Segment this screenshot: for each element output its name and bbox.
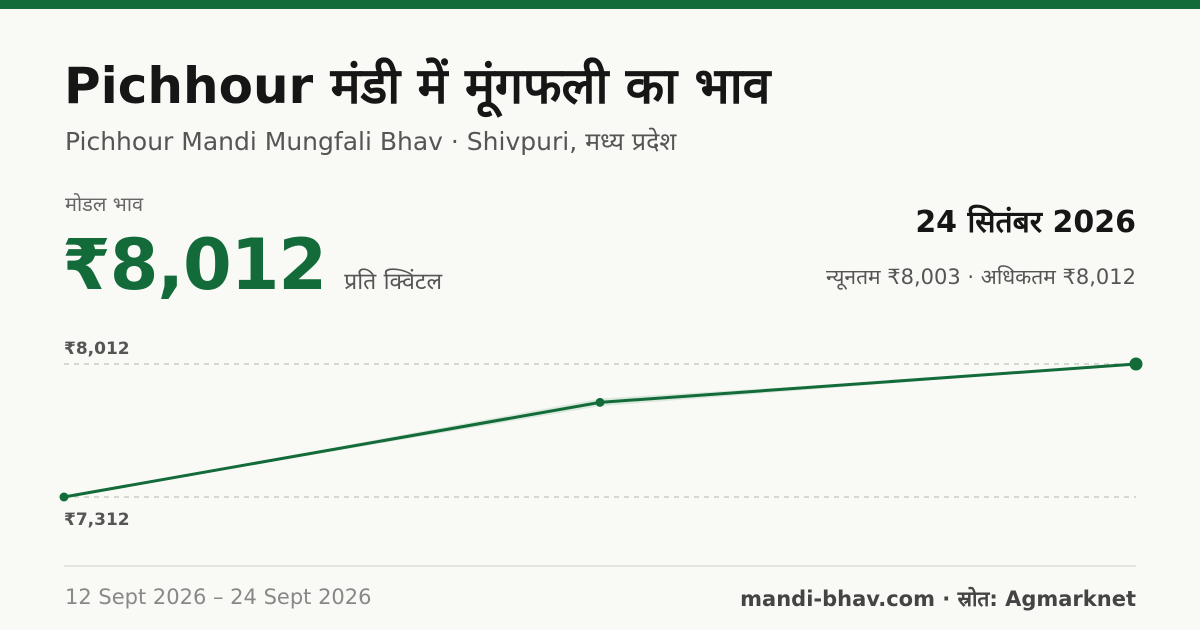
source-credit: mandi-bhav.com · स्रोत: Agmarknet [740,587,1136,611]
date-period: 12 Sept 2026 – 24 Sept 2026 [65,585,372,609]
price-unit: प्रति क्विंटल [344,269,443,295]
top-accent-bar [0,0,1200,9]
footer-divider [64,565,1136,567]
chart-marks [59,357,1143,502]
data-point [1129,357,1143,371]
y-tick-label-max: ₹8,012 [64,339,130,359]
page-subtitle: Pichhour Mandi Mungfali Bhav · Shivpuri,… [65,127,677,156]
modal-price-value: ₹8,012 [62,224,327,306]
modal-price-label: मोडल भाव [65,192,144,216]
y-tick-label-min: ₹7,312 [64,510,130,530]
data-point [59,492,69,502]
min-max-range: न्यूनतम ₹8,003 · अधिकतम ₹8,012 [826,265,1136,289]
page-title: Pichhour मंडी में मूंगफली का भाव [64,57,771,115]
price-date: 24 सितंबर 2026 [915,205,1136,240]
price-range-band [64,364,1136,497]
data-point [595,397,605,407]
price-row: ₹8,012 प्रति क्विंटल [62,224,442,306]
modal-price-line [63,362,1137,499]
